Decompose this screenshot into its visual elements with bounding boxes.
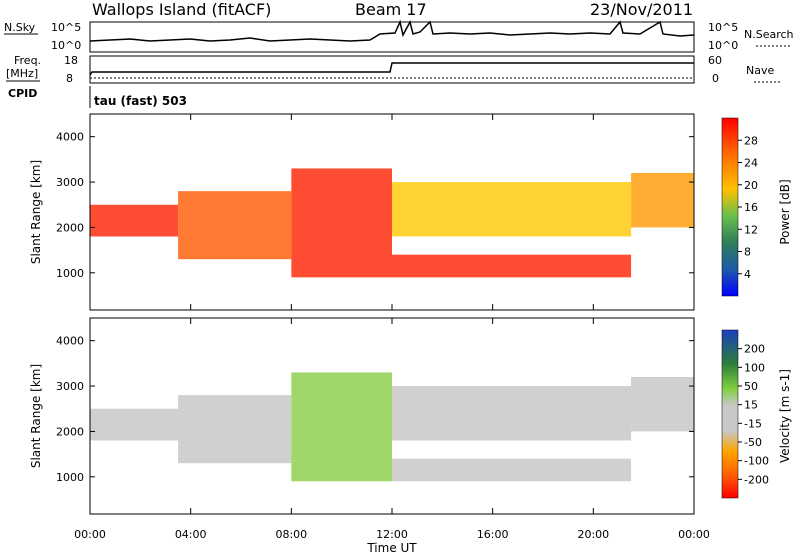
freq-line	[89, 62, 694, 76]
power-panel: 4000 3000 2000 1000 Slant Range [km]	[29, 113, 695, 311]
velocity-colorbar-tick-label: -50	[744, 436, 762, 449]
velocity-echo-band	[631, 376, 694, 432]
nsky-label: N.Sky	[4, 21, 36, 34]
nave-tick-high: 60	[708, 54, 722, 67]
station-title: Wallops Island (fitACF)	[92, 0, 271, 19]
velocity-colorbar-tick-label: 50	[744, 380, 758, 393]
velocity-colorbar-tick-label: -200	[744, 473, 769, 486]
xtick-label: 08:00	[275, 528, 307, 541]
velocity-echo-band	[392, 386, 632, 441]
xtick-label: 00:00	[74, 528, 106, 541]
nsky-tick-high: 10^5	[51, 21, 81, 34]
power-ytick-label: 4000	[56, 131, 84, 144]
xtick-label: 04:00	[175, 528, 207, 541]
velocity-colorbar-label: Velocity [m s-1]	[778, 369, 792, 463]
velocity-ytick-label: 4000	[56, 335, 84, 348]
velocity-colorbar-tick-label: 200	[744, 343, 765, 356]
power-echo-band	[392, 254, 632, 278]
velocity-echo-band	[392, 458, 632, 482]
power-colorbar-tick-label: 12	[744, 223, 758, 236]
nsky-tick-low: 10^0	[51, 39, 81, 52]
nave-label: Nave	[746, 64, 774, 77]
velocity-panel: 4000 3000 2000 1000 00:00 04:00 08:00 12:00 16:…	[29, 114, 710, 554]
velocity-colorbar-tick-label: -100	[744, 455, 769, 468]
power-ytick-label: 2000	[56, 221, 84, 234]
velocity-colorbar-tick-label: -15	[744, 417, 762, 430]
power-colorbar-label: Power [dB]	[778, 179, 792, 244]
velocity-xlabel: Time UT	[366, 541, 417, 554]
xtick-label: 00:00	[678, 528, 710, 541]
xtick-label: 16:00	[477, 528, 509, 541]
cpid-value: tau (fast) 503	[94, 94, 187, 108]
velocity-ytick-label: 1000	[56, 471, 84, 484]
power-echo-band	[392, 182, 632, 237]
power-echo-band	[291, 168, 392, 278]
cpid-label: CPID	[8, 87, 37, 100]
freq-label: Freq.	[14, 54, 41, 67]
velocity-colorbar-gradient	[721, 329, 739, 499]
power-colorbar-tick-label: 20	[744, 179, 758, 192]
power-colorbar-tick-label: 8	[744, 246, 751, 259]
nsearch-label: N.Search	[744, 28, 794, 41]
xtick-label: 20:00	[577, 528, 609, 541]
nsky-panel	[89, 21, 695, 53]
velocity-colorbar-tick-label: 15	[744, 399, 758, 412]
power-ylabel: Slant Range [km]	[29, 160, 43, 264]
velocity-ytick-label: 2000	[56, 425, 84, 438]
nsearch-tick-high: 10^5	[708, 21, 738, 34]
velocity-echo-band	[291, 372, 392, 482]
power-echo-band	[178, 191, 292, 260]
velocity-ytick-label: 3000	[56, 380, 84, 393]
power-echo-band	[631, 172, 694, 228]
power-echo-band	[90, 204, 179, 237]
freq-tick-low: 8	[66, 72, 73, 85]
beam-label: Beam 17	[355, 0, 427, 19]
velocity-ylabel: Slant Range [km]	[29, 364, 43, 468]
date-label: 23/Nov/2011	[590, 0, 693, 19]
velocity-colorbar: 200 100 50 15 -15 -50 -100 -200 Velocity [m s-1…	[721, 329, 792, 499]
nsearch-tick-low: 10^0	[708, 39, 738, 52]
velocity-echo-band	[178, 395, 292, 464]
freq-tick-high: 18	[64, 54, 78, 67]
velocity-colorbar-tick-label: 100	[744, 361, 765, 374]
power-colorbar-tick-label: 16	[744, 201, 758, 214]
power-colorbar-tick-label: 4	[744, 268, 751, 281]
power-colorbar-tick-label: 24	[744, 157, 758, 170]
power-ytick-label: 3000	[56, 176, 84, 189]
power-colorbar-gradient	[721, 117, 739, 297]
power-ytick-label: 1000	[56, 267, 84, 280]
freq-panel	[89, 55, 695, 84]
xtick-label: 12:00	[376, 528, 408, 541]
freq-unit: [MHz]	[6, 67, 38, 80]
power-colorbar: 28 24 20 16 12 8 4 Power [dB]	[721, 117, 792, 297]
velocity-echo-band	[90, 408, 179, 441]
power-colorbar-tick-label: 28	[744, 134, 758, 147]
nsky-line	[89, 19, 695, 42]
nave-tick-low: 0	[712, 72, 719, 85]
